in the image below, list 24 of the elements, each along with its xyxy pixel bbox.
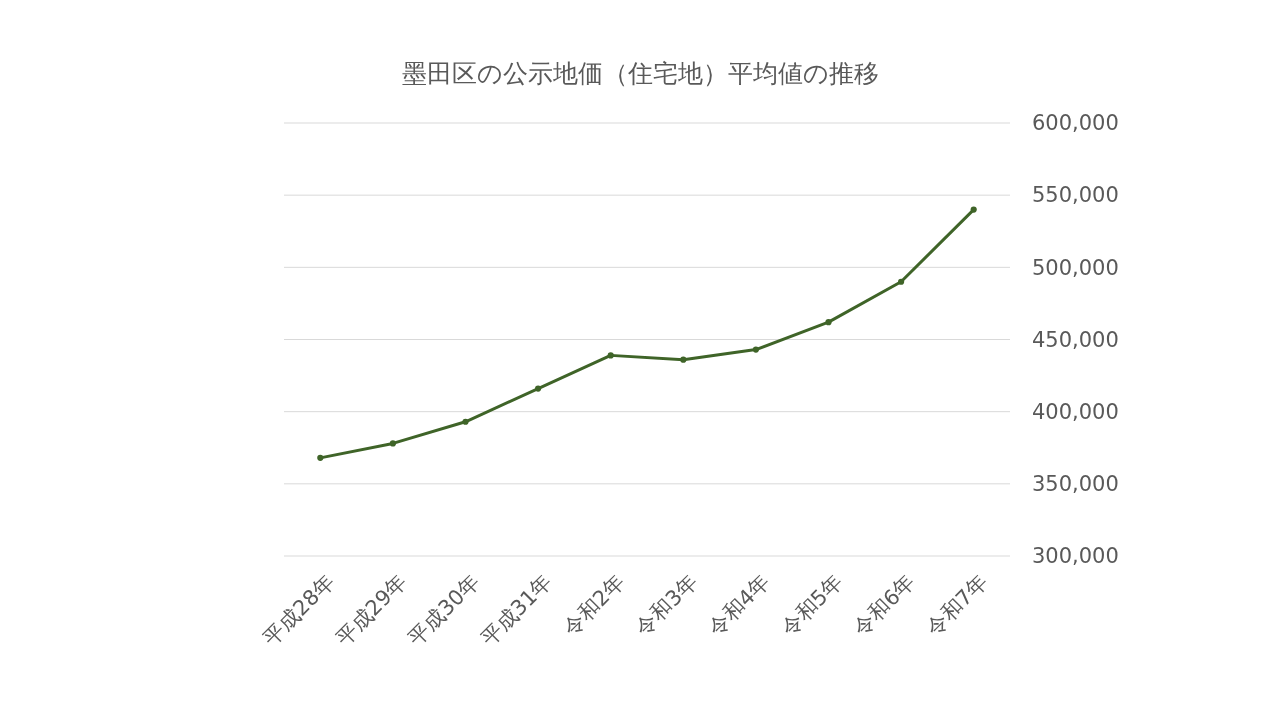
point xyxy=(317,454,324,461)
x-tick-label: 令和4年 xyxy=(703,569,775,641)
point xyxy=(535,385,542,392)
y-tick-label: 350,000 xyxy=(1032,472,1119,497)
point xyxy=(970,206,977,213)
point xyxy=(607,352,614,359)
point xyxy=(752,346,759,353)
x-tick-label: 令和2年 xyxy=(558,569,630,641)
chart-title: 墨田区の公示地価（住宅地）平均値の推移 xyxy=(401,59,879,88)
x-tick-label: 令和7年 xyxy=(921,569,993,641)
y-tick-label: 300,000 xyxy=(1032,544,1119,569)
y-tick-label: 550,000 xyxy=(1032,183,1119,208)
point xyxy=(462,418,469,425)
x-tick-label: 令和3年 xyxy=(631,569,703,641)
y-tick-label: 450,000 xyxy=(1032,327,1119,352)
point xyxy=(898,278,905,285)
point xyxy=(680,356,687,363)
point xyxy=(389,440,396,447)
x-tick-label: 令和5年 xyxy=(776,569,848,641)
y-tick-label: 500,000 xyxy=(1032,255,1119,280)
y-tick-label: 400,000 xyxy=(1032,399,1119,424)
point xyxy=(825,319,832,326)
x-tick-label: 令和6年 xyxy=(848,569,920,641)
y-tick-label: 600,000 xyxy=(1032,111,1119,136)
